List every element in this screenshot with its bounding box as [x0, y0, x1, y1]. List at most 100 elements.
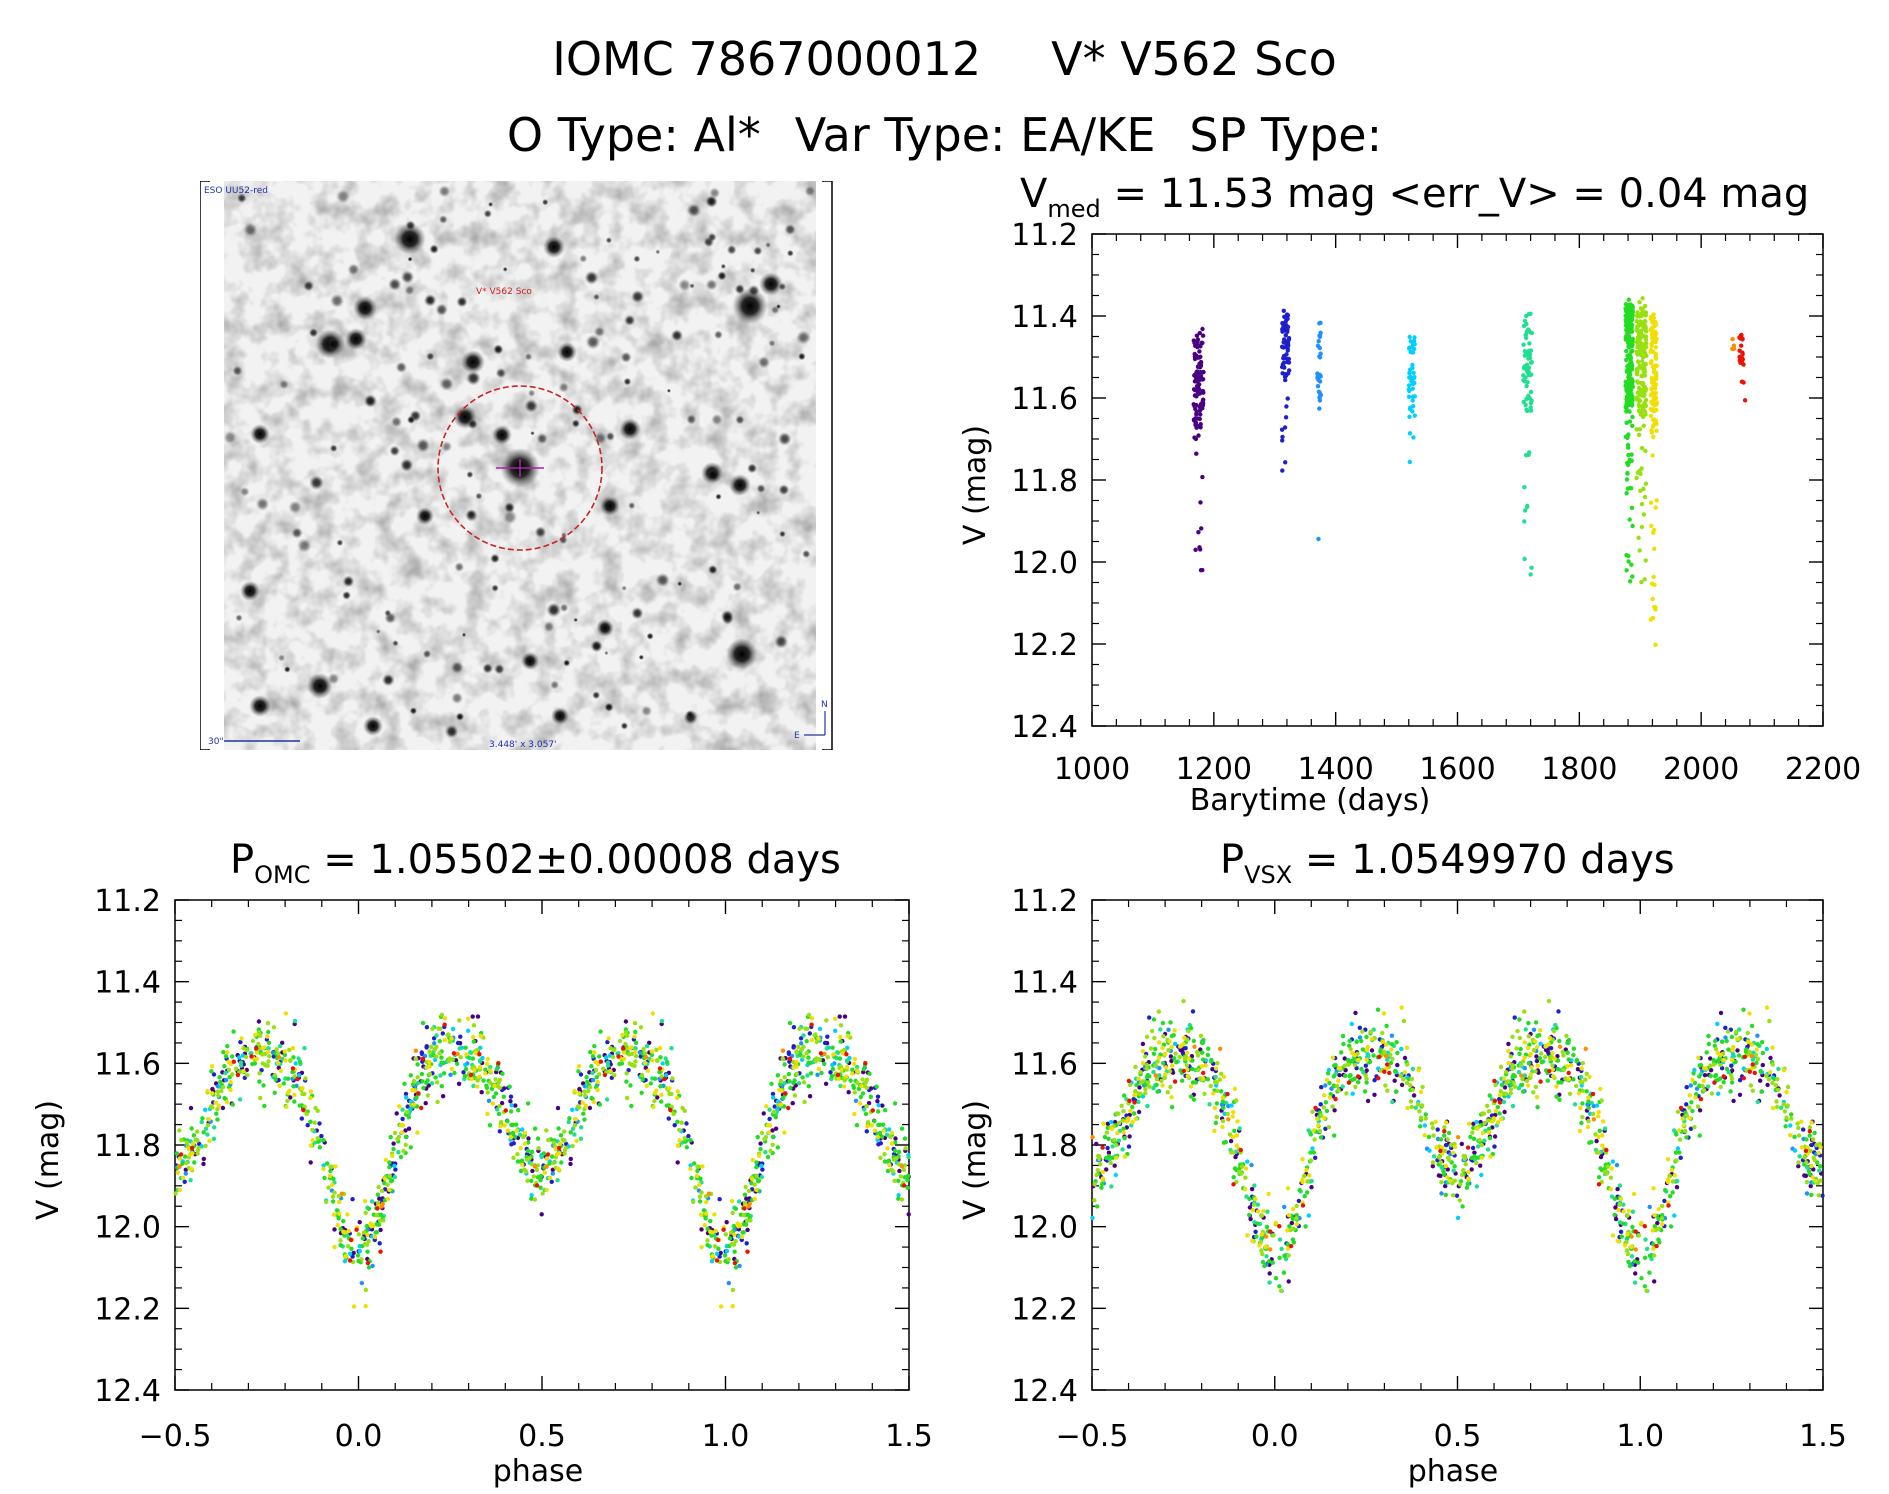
- data-point: [1630, 348, 1635, 354]
- star: [677, 278, 692, 292]
- data-point: [1277, 1237, 1283, 1242]
- star: [524, 399, 539, 413]
- x-tick-label: −0.5: [139, 1419, 212, 1454]
- data-point: [671, 1111, 676, 1117]
- data-point: [456, 1081, 462, 1087]
- star: [600, 496, 620, 516]
- data-point: [1365, 1044, 1370, 1050]
- data-point: [1627, 1263, 1633, 1269]
- data-point: [1535, 1044, 1540, 1050]
- data-point: [1417, 1109, 1422, 1114]
- data-point: [1638, 335, 1643, 341]
- data-point: [310, 1127, 315, 1133]
- data-point: [806, 1012, 812, 1017]
- data-point: [1729, 1063, 1734, 1068]
- data-point: [1357, 1035, 1363, 1040]
- data-point: [1446, 1155, 1451, 1160]
- star: [768, 339, 776, 347]
- data-point: [1223, 1139, 1229, 1145]
- star: [646, 632, 654, 640]
- data-point: [1565, 1064, 1570, 1069]
- data-point: [511, 1155, 516, 1161]
- data-point: [600, 1066, 606, 1072]
- data-point: [1525, 370, 1531, 375]
- phase-vsx-title: PVSX = 1.0549970 days: [1220, 837, 1675, 889]
- data-point: [1313, 1155, 1318, 1161]
- data-point: [787, 1056, 793, 1061]
- data-point: [744, 1218, 750, 1224]
- light-curve-title: Vmed = 11.53 mag <err_V> = 0.04 mag: [1020, 171, 1809, 223]
- data-point: [1637, 548, 1642, 553]
- data-point: [1308, 1158, 1314, 1163]
- data-point: [884, 1132, 890, 1138]
- data-point: [403, 1134, 409, 1140]
- data-point: [1749, 1054, 1754, 1059]
- data-point: [831, 1052, 836, 1057]
- data-point: [196, 1145, 202, 1151]
- data-point: [1319, 1113, 1324, 1118]
- data-point: [499, 1100, 505, 1106]
- data-point: [1486, 1126, 1492, 1132]
- data-point: [1210, 1067, 1215, 1072]
- data-point: [336, 1216, 341, 1221]
- data-point: [633, 1046, 638, 1051]
- star: [255, 497, 270, 511]
- data-point: [406, 1126, 412, 1131]
- data-point: [228, 1061, 234, 1067]
- data-point: [1407, 414, 1412, 419]
- data-point: [283, 1011, 288, 1016]
- data-point: [1525, 1083, 1531, 1088]
- light-curve-ylabel: V (mag): [958, 425, 993, 545]
- data-point: [1768, 1070, 1773, 1075]
- data-point: [1642, 494, 1648, 500]
- data-point: [598, 1029, 603, 1034]
- data-point: [228, 1079, 233, 1085]
- data-point: [1385, 1062, 1390, 1067]
- data-point: [570, 1143, 575, 1149]
- data-point: [1643, 448, 1648, 454]
- star: [451, 692, 464, 705]
- data-point: [257, 1079, 262, 1084]
- data-point: [1510, 1103, 1516, 1109]
- data-point: [1219, 1071, 1224, 1077]
- data-point: [1193, 422, 1198, 428]
- star: [495, 367, 507, 379]
- data-point: [483, 1067, 488, 1072]
- data-point: [830, 1062, 835, 1068]
- data-point: [1201, 1070, 1206, 1076]
- data-point: [624, 1071, 629, 1076]
- data-point: [1259, 1213, 1265, 1218]
- data-point: [1433, 1119, 1438, 1124]
- data-point: [683, 1139, 688, 1144]
- star: [307, 673, 333, 699]
- data-point: [1166, 1027, 1171, 1033]
- data-point: [1407, 459, 1413, 465]
- data-point: [1225, 1091, 1230, 1097]
- data-point: [699, 1212, 704, 1217]
- data-point: [1267, 1280, 1272, 1285]
- data-point: [866, 1120, 871, 1125]
- data-point: [449, 1066, 455, 1072]
- data-point: [458, 1055, 463, 1060]
- data-point: [1634, 313, 1640, 318]
- data-point: [1524, 383, 1529, 389]
- data-point: [563, 1145, 569, 1151]
- data-point: [189, 1145, 195, 1151]
- data-point: [1817, 1168, 1822, 1173]
- phase-vsx-xlabel: phase: [1408, 1454, 1499, 1489]
- star: [713, 330, 723, 340]
- data-point: [1410, 350, 1416, 355]
- star: [291, 527, 303, 539]
- data-point: [1557, 1044, 1563, 1049]
- data-point: [540, 1191, 545, 1196]
- data-point: [1648, 500, 1654, 505]
- star: [759, 272, 783, 296]
- data-point: [326, 1185, 331, 1190]
- data-point: [1199, 1050, 1205, 1055]
- data-point: [1639, 445, 1645, 451]
- data-point: [663, 1056, 668, 1061]
- data-point: [1271, 1233, 1276, 1238]
- star: [543, 236, 565, 258]
- data-point: [771, 1109, 777, 1115]
- data-point: [1232, 1128, 1237, 1134]
